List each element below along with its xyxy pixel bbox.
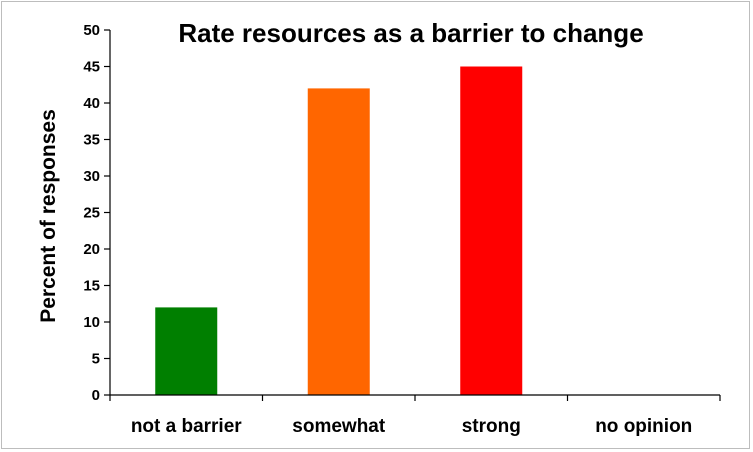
y-axis-ticks: 0 5 10 15 20 25 30 35 40 45 50 <box>83 22 110 404</box>
y-tick-label: 10 <box>83 314 100 331</box>
bars <box>155 66 523 396</box>
x-category-label: strong <box>462 416 521 437</box>
x-axis-ticks <box>109 395 721 401</box>
bar-strong <box>460 66 523 395</box>
y-tick-label: 0 <box>92 387 100 404</box>
bar-not-a-barrier <box>155 307 218 395</box>
x-category-label: not a barrier <box>131 416 242 437</box>
x-axis-labels: not a barrier somewhat strong no opinion <box>131 416 692 437</box>
y-axis-label: Percent of responses <box>37 109 60 323</box>
y-tick-label: 30 <box>83 168 100 185</box>
y-tick-label: 40 <box>83 95 100 112</box>
y-tick-label: 5 <box>92 351 100 368</box>
y-tick-label: 35 <box>83 132 100 149</box>
y-tick-label: 25 <box>83 205 100 222</box>
bar-somewhat <box>307 88 370 396</box>
y-tick-label: 20 <box>83 241 100 258</box>
y-tick-label: 50 <box>83 22 100 39</box>
chart-title: Rate resources as a barrier to change <box>178 18 643 48</box>
y-tick-label: 15 <box>83 278 100 295</box>
x-category-label: somewhat <box>292 416 386 437</box>
y-tick-label: 45 <box>83 59 100 76</box>
x-category-label: no opinion <box>595 416 692 437</box>
